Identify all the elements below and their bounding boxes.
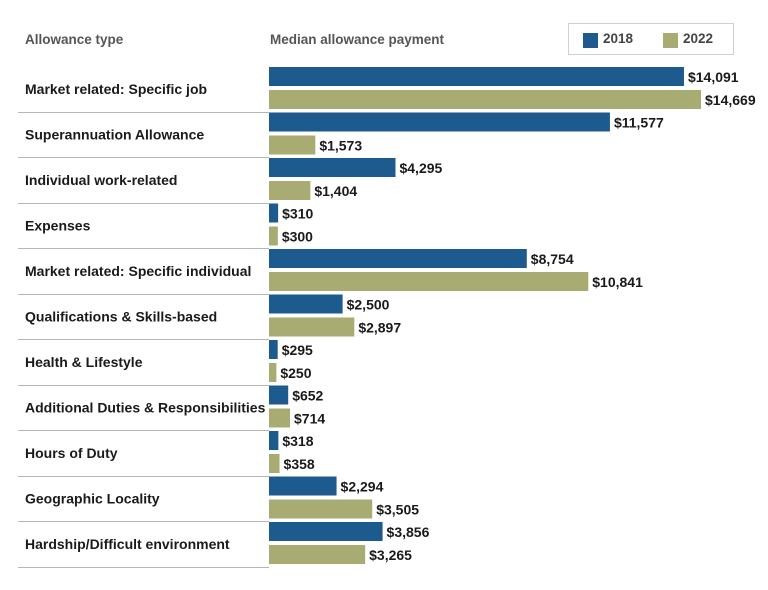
- bar-2022: [269, 408, 291, 428]
- bar-2022: [269, 135, 316, 155]
- bar-2022: [269, 226, 278, 246]
- data-label-2018: $4,295: [399, 160, 442, 176]
- data-label-2022: $1,573: [319, 138, 362, 154]
- data-label-2022: $14,669: [705, 92, 756, 108]
- data-label-2022: $3,505: [376, 502, 419, 518]
- data-label-2018: $2,294: [341, 479, 384, 495]
- bar-2022: [269, 499, 373, 519]
- category-label: Health & Lifestyle: [25, 354, 143, 370]
- category-label: Individual work-related: [25, 172, 177, 188]
- bar-2018: [269, 67, 684, 86]
- category-column-header: Allowance type: [25, 32, 124, 47]
- bar-2018: [269, 385, 289, 405]
- bar-2018: [269, 294, 343, 314]
- data-label-2018: $11,577: [614, 115, 664, 131]
- data-label-2022: $1,404: [314, 183, 357, 199]
- bar-2022: [269, 545, 366, 564]
- legend: 2018 2022: [568, 23, 734, 55]
- category-label: Expenses: [25, 218, 91, 234]
- bar-2018: [269, 340, 278, 359]
- legend-swatch-2018: [583, 33, 598, 48]
- legend-swatch-2022: [663, 33, 678, 48]
- data-label-2022: $714: [294, 411, 325, 427]
- bar-2018: [269, 431, 279, 450]
- category-label: Qualifications & Skills-based: [25, 309, 217, 325]
- data-label-2022: $300: [282, 229, 313, 245]
- bar-2018: [269, 476, 337, 496]
- data-label-2018: $3,856: [387, 524, 430, 540]
- category-label: Superannuation Allowance: [25, 127, 204, 143]
- data-label-2022: $2,897: [358, 320, 401, 336]
- data-label-2018: $652: [292, 388, 323, 404]
- bar-2022: [269, 272, 589, 291]
- data-label-2018: $8,754: [531, 251, 574, 267]
- bar-2022: [269, 454, 280, 473]
- bar-2018: [269, 522, 383, 541]
- category-label: Hours of Duty: [25, 445, 118, 461]
- category-label: Market related: Specific individual: [25, 263, 251, 279]
- bar-2022: [269, 317, 355, 337]
- data-label-2022: $3,265: [369, 547, 412, 563]
- data-label-2022: $250: [280, 365, 311, 381]
- data-label-2018: $318: [282, 433, 313, 449]
- legend-label-2022: 2022: [683, 31, 714, 46]
- data-label-2018: $2,500: [347, 297, 390, 313]
- value-column-header: Median allowance payment: [270, 32, 445, 47]
- bar-2018: [269, 203, 279, 223]
- category-label: Hardship/Difficult environment: [25, 536, 230, 552]
- data-label-2022: $358: [284, 456, 315, 472]
- bar-2022: [269, 90, 701, 109]
- data-label-2018: $14,091: [688, 69, 739, 85]
- bar-2018: [269, 249, 527, 268]
- category-label: Additional Duties & Responsibilities: [25, 400, 266, 416]
- legend-label-2018: 2018: [603, 31, 634, 46]
- data-label-2022: $10,841: [592, 274, 643, 290]
- category-label: Geographic Locality: [25, 491, 160, 507]
- bar-2022: [269, 181, 311, 200]
- category-label: Market related: Specific job: [25, 81, 207, 97]
- bar-2018: [269, 112, 610, 132]
- data-label-2018: $310: [282, 206, 313, 222]
- data-label-2018: $295: [282, 342, 313, 358]
- bar-2018: [269, 158, 396, 177]
- bar-2022: [269, 363, 277, 382]
